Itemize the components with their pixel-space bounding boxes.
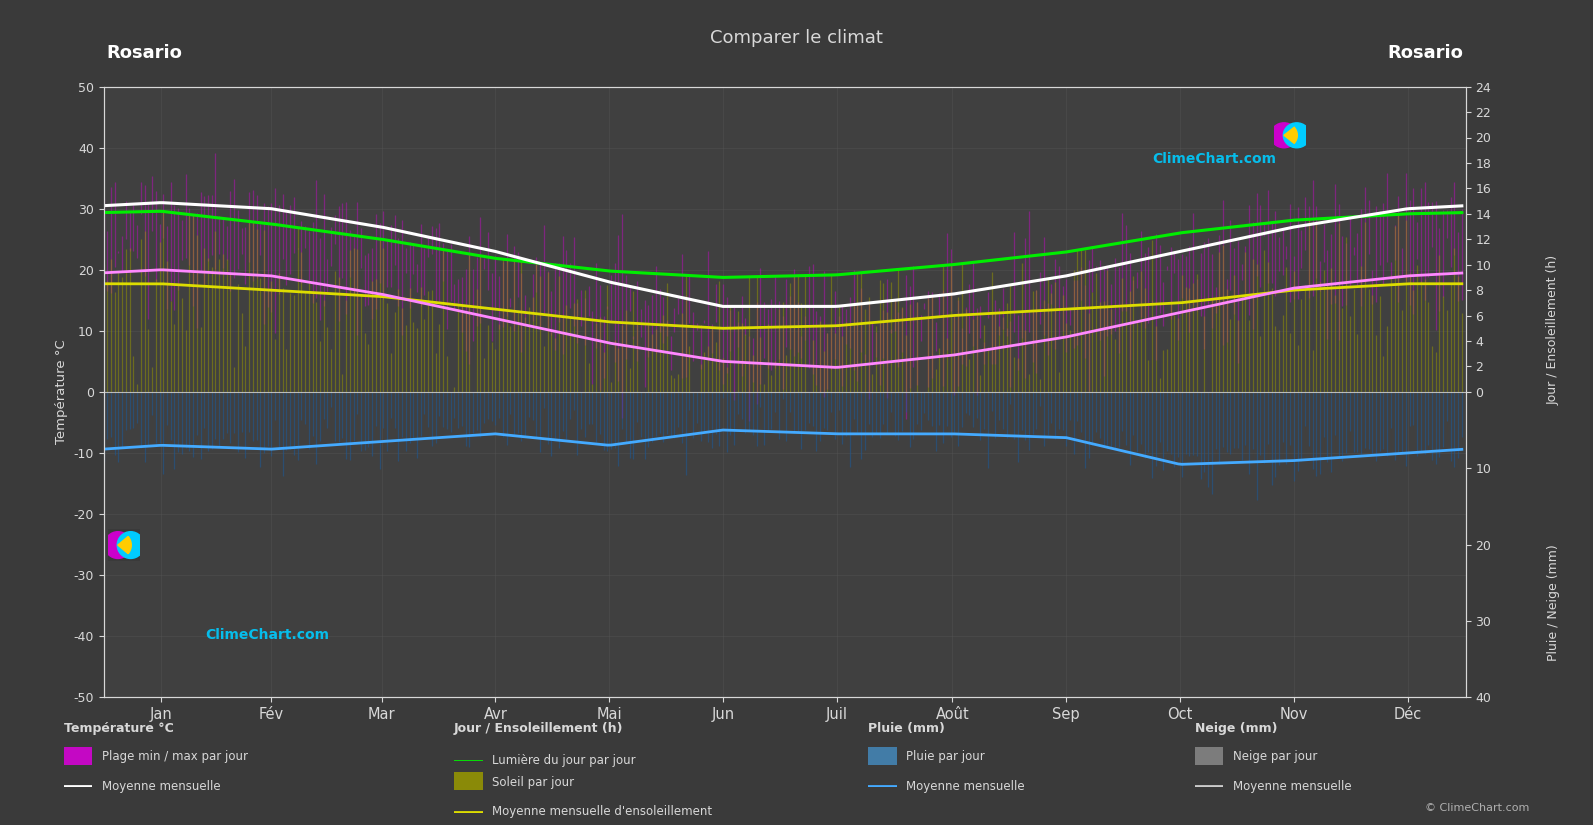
- Text: Pluie (mm): Pluie (mm): [868, 722, 945, 735]
- Text: ClimeChart.com: ClimeChart.com: [1152, 152, 1276, 166]
- Circle shape: [118, 531, 143, 559]
- Text: Jour / Ensoleillement (h): Jour / Ensoleillement (h): [454, 722, 623, 735]
- Circle shape: [105, 531, 131, 559]
- Text: ClimeChart.com: ClimeChart.com: [205, 628, 330, 642]
- Text: Neige par jour: Neige par jour: [1233, 750, 1317, 763]
- Wedge shape: [1284, 127, 1297, 144]
- Text: Moyenne mensuelle d'ensoleillement: Moyenne mensuelle d'ensoleillement: [492, 805, 712, 818]
- Text: © ClimeChart.com: © ClimeChart.com: [1424, 803, 1529, 813]
- Circle shape: [1284, 123, 1309, 148]
- Text: Neige (mm): Neige (mm): [1195, 722, 1278, 735]
- Text: Moyenne mensuelle: Moyenne mensuelle: [102, 780, 220, 793]
- Y-axis label: Température °C: Température °C: [54, 340, 68, 444]
- Wedge shape: [118, 536, 131, 554]
- Text: Pluie / Neige (mm): Pluie / Neige (mm): [1547, 544, 1560, 661]
- Text: Température °C: Température °C: [64, 722, 174, 735]
- Text: Plage min / max par jour: Plage min / max par jour: [102, 750, 249, 763]
- Circle shape: [1271, 123, 1297, 148]
- Text: Moyenne mensuelle: Moyenne mensuelle: [906, 780, 1024, 793]
- Text: Moyenne mensuelle: Moyenne mensuelle: [1233, 780, 1351, 793]
- Text: Rosario: Rosario: [107, 45, 182, 62]
- Text: Jour / Ensoleillement (h): Jour / Ensoleillement (h): [1547, 255, 1560, 405]
- Text: Pluie par jour: Pluie par jour: [906, 750, 984, 763]
- Text: Soleil par jour: Soleil par jour: [492, 776, 575, 789]
- Text: Comparer le climat: Comparer le climat: [710, 29, 883, 47]
- Text: Rosario: Rosario: [1388, 45, 1462, 62]
- Text: Lumière du jour par jour: Lumière du jour par jour: [492, 754, 636, 767]
